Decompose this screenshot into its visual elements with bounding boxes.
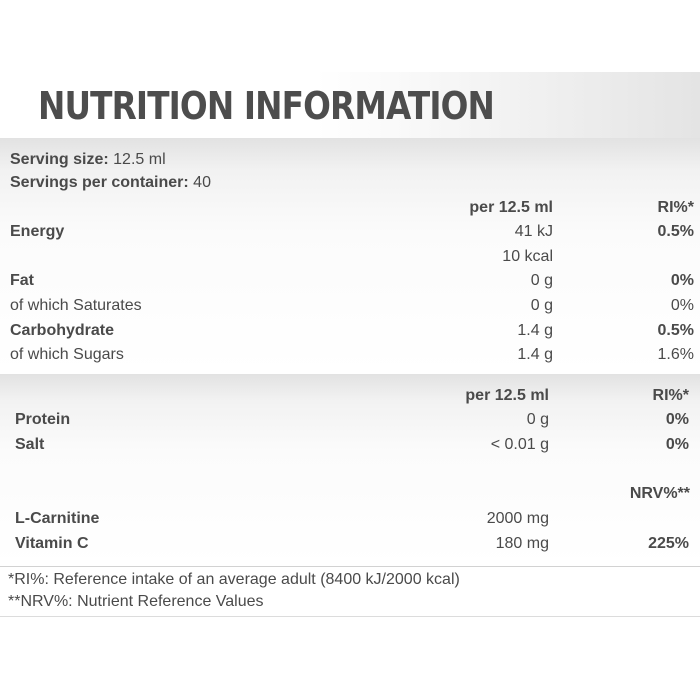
table1-header-ri: RI%* — [657, 199, 694, 216]
row-label-energy: Energy — [10, 223, 65, 240]
row-per-energy-kj: 41 kJ — [514, 223, 553, 240]
row-label-carbohydrate: Carbohydrate — [10, 322, 115, 339]
servings-count-label: Servings per container: — [10, 174, 189, 191]
table2-header-per: per 12.5 ml — [465, 387, 549, 404]
row-per-protein: 0 g — [526, 411, 549, 428]
row-ri-carbohydrate: 0.5% — [657, 322, 694, 339]
footnote-nrv: **NRV%: Nutrient Reference Values — [8, 593, 264, 610]
table2-header-ri: RI%* — [652, 387, 689, 404]
servings-per-container: Servings per container: 40 — [10, 173, 211, 193]
page-title: NUTRITION INFORMATION — [38, 84, 495, 128]
row-per-vitamin-c: 180 mg — [495, 535, 549, 552]
row-per-saturates: 0 g — [530, 297, 553, 314]
row-per-fat: 0 g — [530, 272, 553, 289]
serving-size-value: 12.5 ml — [113, 151, 166, 168]
row-ri-fat: 0% — [670, 272, 694, 289]
row-per-l-carnitine: 2000 mg — [486, 510, 549, 527]
row-label-vitamin-c: Vitamin C — [15, 535, 89, 552]
footnote-ri: *RI%: Reference intake of an average adu… — [8, 571, 460, 588]
row-per-salt: < 0.01 g — [490, 436, 549, 453]
nutrition-panel-secondary — [0, 374, 700, 567]
row-per-sugars: 1.4 g — [517, 346, 553, 363]
table3-header-nrv: NRV%** — [629, 485, 690, 502]
row-ri-salt: 0% — [665, 436, 689, 453]
row-label-fat: Fat — [10, 272, 34, 289]
row-per-energy-kcal: 10 kcal — [502, 248, 553, 265]
serving-size-label: Serving size: — [10, 151, 109, 168]
row-ri-protein: 0% — [665, 411, 689, 428]
row-ri-sugars: 1.6% — [657, 346, 694, 363]
row-per-carbohydrate: 1.4 g — [517, 322, 553, 339]
row-label-l-carnitine: L-Carnitine — [15, 510, 100, 527]
title-banner — [0, 72, 700, 138]
row-label-sugars: of which Sugars — [10, 346, 124, 363]
row-label-saturates: of which Saturates — [10, 297, 142, 314]
row-ri-energy: 0.5% — [657, 223, 694, 240]
row-ri-saturates: 0% — [670, 297, 694, 314]
footer-divider — [0, 616, 700, 617]
row-label-protein: Protein — [15, 411, 71, 428]
table1-header-per: per 12.5 ml — [469, 199, 553, 216]
row-label-salt: Salt — [15, 436, 45, 453]
serving-size: Serving size: 12.5 ml — [10, 150, 166, 170]
servings-count-value: 40 — [193, 174, 211, 191]
row-nrv-vitamin-c: 225% — [648, 535, 689, 552]
nutrition-panel-main — [0, 138, 700, 374]
